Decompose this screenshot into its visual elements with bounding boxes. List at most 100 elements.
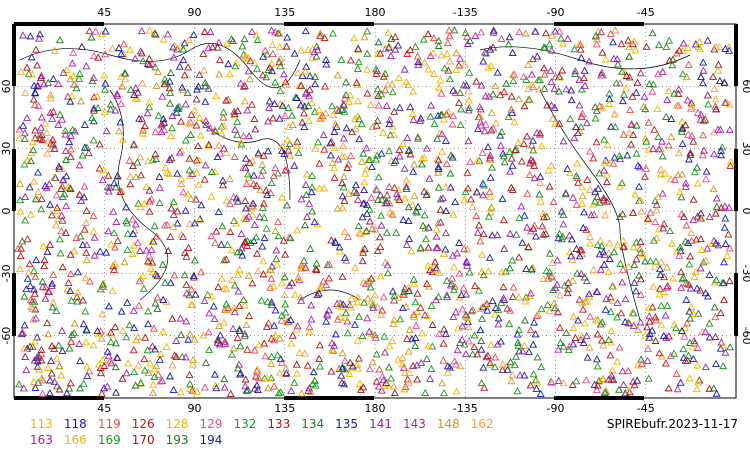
observation-marker [536, 197, 545, 205]
observation-marker [288, 278, 296, 286]
observation-marker [277, 193, 286, 201]
observation-marker [338, 203, 347, 211]
observation-marker [561, 189, 570, 197]
observation-marker [665, 87, 673, 95]
observation-marker [52, 191, 61, 199]
observation-marker [649, 236, 658, 244]
observation-marker [654, 225, 663, 233]
observation-marker [243, 345, 252, 353]
observation-marker [693, 284, 702, 292]
observation-marker [605, 254, 614, 262]
observation-marker [46, 108, 55, 116]
observation-marker [333, 204, 342, 212]
observation-marker [55, 35, 64, 44]
observation-marker [35, 135, 44, 143]
observation-marker [271, 78, 280, 86]
observation-marker [252, 233, 261, 241]
observation-marker [476, 112, 485, 121]
left-lat-label: 60 [0, 79, 13, 93]
observation-marker [402, 184, 411, 193]
top-lon-label: 45 [97, 6, 111, 19]
observation-marker [613, 313, 622, 321]
observation-marker [521, 316, 529, 324]
observation-marker [98, 176, 107, 184]
observation-marker [498, 360, 507, 368]
observation-marker [513, 338, 522, 346]
observation-marker [681, 356, 690, 364]
observation-marker [340, 365, 349, 373]
observation-marker [205, 345, 214, 353]
observation-marker [563, 164, 572, 172]
observation-marker [377, 90, 386, 98]
observation-marker [233, 106, 242, 115]
observation-marker [83, 372, 92, 380]
observation-marker [402, 176, 411, 184]
observation-marker [649, 144, 657, 152]
observation-marker [673, 385, 682, 393]
observation-marker [496, 141, 505, 149]
observation-marker [166, 278, 175, 286]
observation-marker [111, 322, 120, 331]
observation-marker [658, 67, 667, 75]
observation-marker [151, 128, 160, 136]
observation-marker [238, 251, 247, 259]
observation-marker [41, 294, 50, 302]
observation-marker [320, 33, 329, 42]
observation-marker [354, 195, 363, 203]
observation-marker [66, 131, 75, 139]
observation-marker [661, 311, 670, 319]
observation-marker [72, 293, 81, 301]
observation-marker [462, 257, 471, 265]
observation-marker [28, 138, 37, 146]
observation-marker [233, 117, 242, 125]
observation-marker [282, 369, 291, 377]
observation-marker [229, 192, 238, 201]
observation-marker [30, 88, 39, 96]
observation-marker [185, 291, 194, 299]
observation-marker [185, 370, 194, 378]
observation-marker [282, 42, 291, 50]
observation-marker [250, 346, 259, 354]
observation-marker [34, 353, 43, 362]
observation-marker [515, 371, 524, 379]
observation-marker [206, 27, 215, 35]
observation-marker [37, 356, 46, 364]
observation-marker [66, 152, 75, 160]
observation-marker [311, 381, 320, 389]
observation-marker [241, 97, 250, 105]
observation-marker [117, 49, 126, 58]
observation-marker [699, 131, 708, 139]
observation-marker [189, 30, 198, 38]
observation-marker [66, 269, 75, 277]
observation-marker [57, 184, 66, 192]
observation-marker [602, 170, 611, 178]
observation-marker [267, 178, 276, 186]
observation-marker [391, 33, 400, 41]
observation-marker [375, 233, 384, 241]
observation-marker [574, 178, 583, 186]
observation-marker [308, 171, 317, 179]
observation-marker [89, 117, 98, 125]
observation-marker [486, 45, 495, 53]
observation-marker [376, 191, 385, 199]
top-lon-label: 180 [365, 6, 386, 19]
observation-marker [271, 163, 280, 172]
observation-marker [363, 209, 371, 217]
observation-marker [582, 376, 591, 384]
observation-marker [579, 305, 588, 313]
observation-marker [191, 195, 200, 203]
observation-marker [337, 371, 346, 379]
observation-marker [221, 337, 229, 345]
observation-marker [163, 30, 172, 38]
observation-marker [719, 341, 728, 349]
observation-marker [675, 188, 684, 196]
observation-marker [627, 140, 636, 148]
observation-marker [112, 217, 121, 225]
observation-marker [185, 35, 194, 44]
observation-marker [518, 347, 527, 355]
observation-marker [368, 300, 377, 309]
observation-marker [190, 335, 199, 343]
observation-marker [441, 182, 450, 190]
observation-marker [244, 67, 253, 75]
observation-marker [586, 185, 595, 193]
